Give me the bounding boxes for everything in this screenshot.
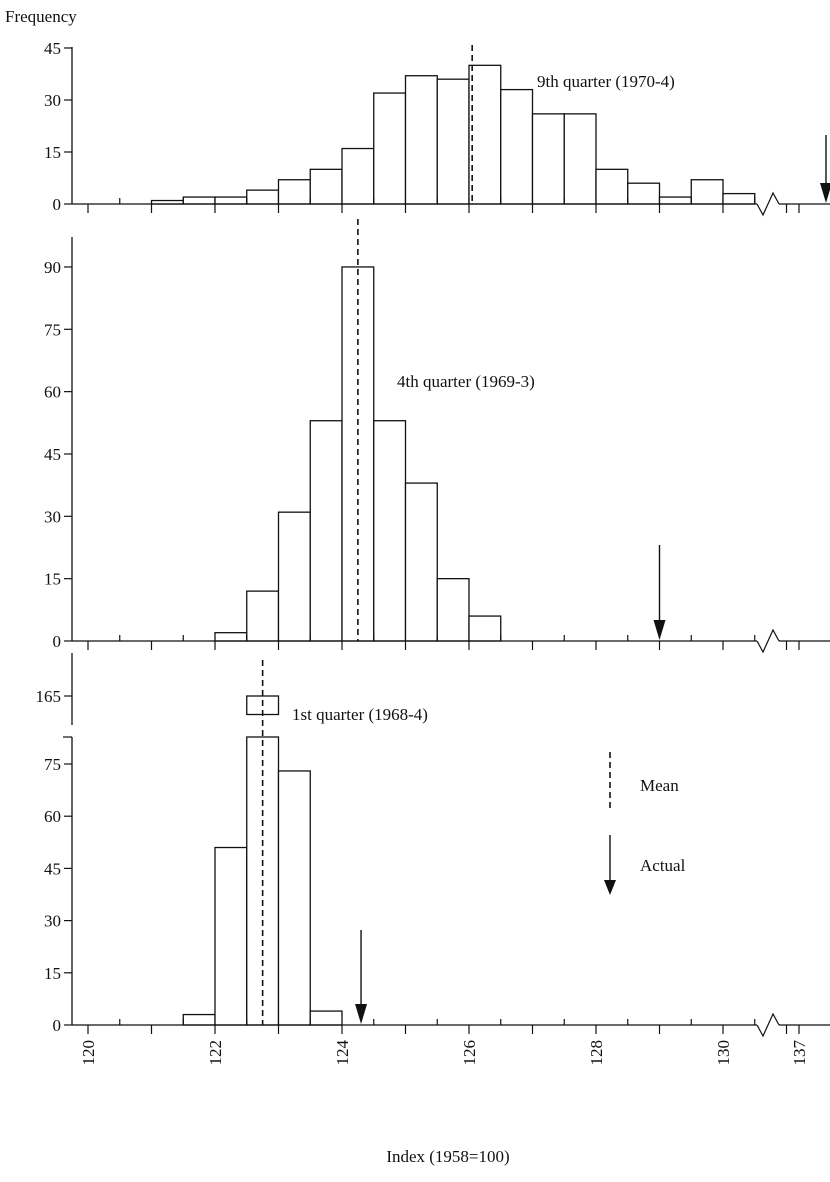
y-tick-label: 0 bbox=[53, 632, 62, 651]
histogram-bar bbox=[214, 196, 248, 205]
x-axis-break-symbol bbox=[756, 191, 780, 217]
histogram-bar bbox=[214, 846, 248, 1026]
histogram-bar bbox=[722, 192, 756, 205]
y-tick-label: 15 bbox=[44, 964, 61, 983]
histogram-bar bbox=[309, 1010, 343, 1026]
actual-arrow-head bbox=[820, 183, 830, 203]
legend-actual-label: Actual bbox=[640, 856, 686, 875]
x-axis-break-symbol bbox=[756, 1012, 780, 1038]
panel-title: 9th quarter (1970-4) bbox=[537, 72, 675, 91]
y-tick-label: 90 bbox=[44, 258, 61, 277]
y-tick-label: 60 bbox=[44, 383, 61, 402]
y-tick-label: 30 bbox=[44, 91, 61, 110]
actual-arrow-head bbox=[355, 1004, 368, 1024]
x-tick-label: 137 bbox=[790, 1040, 809, 1066]
histogram-bar bbox=[627, 182, 661, 205]
x-axis-break-symbol bbox=[756, 628, 780, 654]
x-tick-label: 128 bbox=[587, 1040, 606, 1066]
histogram-bar bbox=[500, 88, 534, 205]
histogram-bar bbox=[436, 578, 470, 642]
histogram-bar bbox=[214, 632, 248, 642]
y-tick-label: 0 bbox=[53, 1016, 62, 1035]
actual-arrow-head bbox=[653, 620, 666, 640]
histogram-bar bbox=[468, 615, 502, 642]
histogram-bar bbox=[373, 92, 407, 205]
y-tick-label: 45 bbox=[44, 39, 61, 58]
x-tick-label: 126 bbox=[460, 1040, 479, 1066]
histogram-bar bbox=[373, 420, 407, 642]
x-tick-label: 124 bbox=[333, 1040, 352, 1066]
histogram-bar bbox=[182, 196, 216, 205]
legend-mean-label: Mean bbox=[640, 776, 679, 795]
x-tick-label: 122 bbox=[206, 1040, 225, 1066]
y-axis-title: Frequency bbox=[5, 7, 77, 26]
y-tick-label: 75 bbox=[44, 755, 61, 774]
panel-title: 1st quarter (1968-4) bbox=[292, 705, 428, 724]
y-tick-label: 60 bbox=[44, 807, 61, 826]
y-tick-label: 0 bbox=[53, 195, 62, 214]
x-axis-title: Index (1958=100) bbox=[386, 1147, 509, 1166]
histogram-bar bbox=[341, 147, 375, 205]
y-tick-label: 165 bbox=[36, 687, 62, 706]
histogram-bar bbox=[277, 179, 311, 205]
histogram-bar bbox=[277, 770, 311, 1026]
histogram-bar bbox=[468, 64, 502, 205]
histogram-panels: 0 15 30 45 9th quarter (1970-4) 0 15 30 45 60 75 90… bbox=[36, 39, 830, 1066]
y-tick-label: 30 bbox=[44, 912, 61, 931]
histogram-bar bbox=[246, 189, 280, 205]
histogram-bar bbox=[436, 78, 470, 205]
legend-actual-arrowhead bbox=[604, 880, 616, 895]
histogram-bar bbox=[182, 1013, 216, 1026]
histogram-bar bbox=[309, 420, 343, 642]
histogram-bar bbox=[690, 179, 724, 205]
legend: Mean Actual bbox=[604, 752, 686, 895]
x-tick-label: 130 bbox=[714, 1040, 733, 1066]
histogram-bar bbox=[531, 113, 565, 205]
histogram-bar bbox=[404, 75, 438, 205]
y-tick-label: 15 bbox=[44, 570, 61, 589]
histogram-bar bbox=[658, 196, 692, 205]
y-tick-label: 15 bbox=[44, 143, 61, 162]
histogram-bar bbox=[277, 511, 311, 642]
y-tick-label: 30 bbox=[44, 507, 61, 526]
histogram-bar bbox=[404, 482, 438, 642]
panel-title: 4th quarter (1969-3) bbox=[397, 372, 535, 391]
histogram-bar bbox=[563, 113, 597, 205]
x-tick-label: 120 bbox=[79, 1040, 98, 1066]
y-tick-label: 45 bbox=[44, 445, 61, 464]
histogram-bar bbox=[246, 590, 280, 642]
y-tick-label: 45 bbox=[44, 859, 61, 878]
y-tick-label: 75 bbox=[44, 320, 61, 339]
histogram-bar bbox=[309, 168, 343, 205]
histogram-bar bbox=[595, 168, 629, 205]
